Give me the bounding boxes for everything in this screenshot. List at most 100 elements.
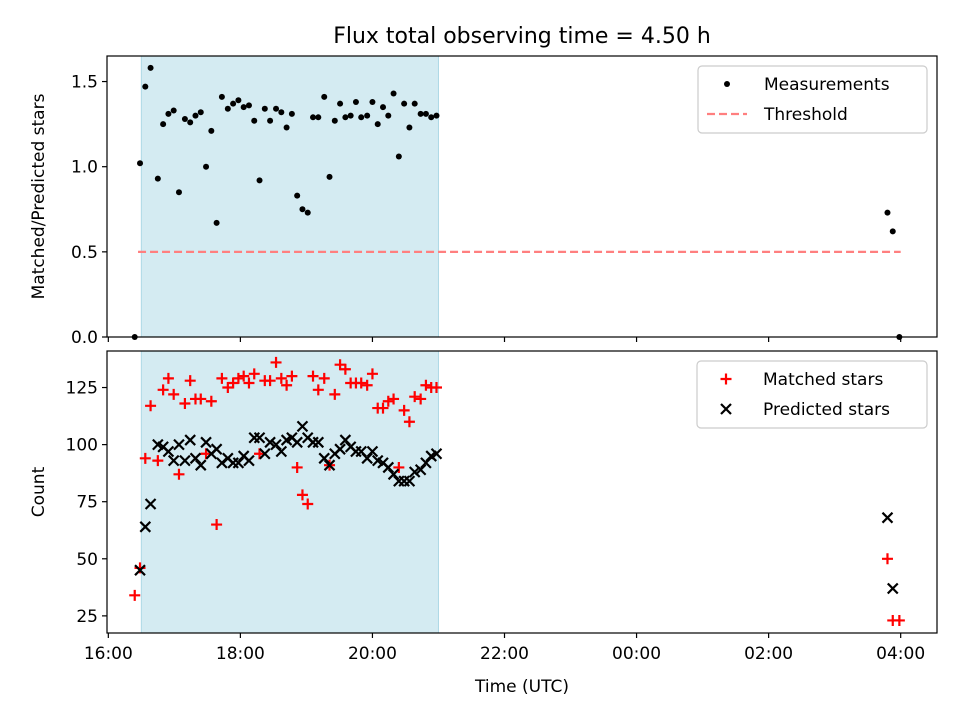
matched-star-point: [318, 372, 330, 384]
measurement-point: [197, 109, 204, 116]
measurement-point: [310, 114, 317, 121]
measurement-point: [294, 192, 301, 199]
matched-star-point: [286, 370, 298, 382]
predicted-star-point: [318, 452, 331, 465]
matched-star-point: [307, 370, 319, 382]
predicted-star-point: [184, 434, 196, 446]
measurement-point: [218, 93, 225, 100]
predicted-star-point: [162, 445, 175, 458]
y-tick-label: 50: [76, 550, 98, 570]
predicted-star-point: [259, 447, 271, 460]
predicted-star-point: [200, 436, 212, 449]
legend-label: Matched stars: [763, 370, 883, 390]
y-axis-label: Matched/Predicted stars: [29, 93, 49, 299]
measurement-point: [283, 124, 290, 131]
chart-title: Flux total observing time = 4.50 h: [333, 24, 711, 49]
predicted-star-point: [323, 459, 336, 471]
matched-star-point: [216, 372, 228, 384]
predicted-star-point: [144, 498, 157, 510]
predicted-star-point: [173, 438, 185, 451]
x-tick-label: 04:00: [876, 644, 925, 664]
predicted-star-point: [189, 452, 202, 465]
predicted-star-point: [232, 457, 245, 469]
measurement-point: [380, 104, 387, 111]
legend-label: Predicted stars: [763, 400, 890, 420]
matched-star-point: [329, 388, 341, 400]
matched-star-point: [382, 395, 394, 407]
measurement-point: [315, 114, 322, 121]
predicted-star-point: [312, 436, 325, 449]
measurement-point: [433, 112, 440, 119]
matched-star-point: [339, 363, 351, 375]
matched-star-point: [238, 370, 250, 382]
matched-star-point: [162, 372, 174, 384]
predicted-star-point: [243, 454, 255, 467]
measurement-point: [256, 177, 263, 184]
matched-star-point: [409, 391, 421, 403]
measurement-point: [181, 116, 188, 123]
measurement-point: [321, 93, 328, 100]
legend-label: Threshold: [763, 105, 848, 125]
legend-marker: [720, 373, 732, 385]
measurement-point: [240, 104, 247, 111]
predicted-star-point: [270, 438, 282, 451]
matched-star-point: [893, 614, 905, 626]
y-tick-label: 75: [76, 493, 98, 513]
measurement-point: [208, 127, 215, 134]
measurement-point: [203, 163, 210, 170]
matched-star-point: [264, 375, 276, 387]
y-tick-label: 1.0: [71, 158, 98, 178]
matched-star-point: [388, 393, 400, 405]
y-tick-label: 0.5: [71, 243, 98, 263]
measurement-point: [142, 83, 149, 90]
measurement-point: [422, 110, 429, 117]
measurement-point: [267, 117, 274, 124]
measurement-point: [224, 105, 231, 112]
measurement-point: [326, 173, 333, 180]
matched-star-point: [184, 375, 196, 387]
predicted-star-point: [403, 475, 416, 487]
predicted-star-point: [886, 582, 899, 595]
predicted-star-point: [179, 454, 191, 467]
measurement-point: [137, 160, 144, 167]
matched-star-point: [361, 379, 373, 391]
predicted-star-point: [366, 445, 379, 458]
matched-star-point: [248, 368, 260, 380]
measurement-point: [337, 100, 344, 107]
matched-star-point: [205, 395, 217, 407]
measurement-point: [160, 121, 167, 128]
matched-star-point: [129, 589, 141, 601]
x-tick-label: 18:00: [216, 644, 265, 664]
predicted-star-point: [139, 521, 152, 533]
predicted-star-point: [382, 461, 395, 474]
measurement-point: [406, 124, 413, 131]
observing-window-shade: [140, 350, 439, 634]
predicted-star-point: [253, 431, 266, 444]
matched-star-point: [195, 393, 207, 405]
x-tick-label: 20:00: [348, 644, 397, 664]
predicted-star-point: [264, 436, 276, 449]
y-tick-label: 100: [66, 436, 98, 456]
measurement-point: [369, 98, 376, 105]
x-tick-label: 16:00: [84, 644, 133, 664]
matched-star-point: [355, 377, 367, 389]
measurement-point: [170, 107, 177, 114]
legend-marker: [724, 81, 730, 87]
matched-star-point: [366, 368, 378, 380]
predicted-star-point: [296, 420, 309, 433]
matched-star-point: [179, 398, 191, 410]
measurement-point: [251, 117, 258, 124]
predicted-star-point: [414, 463, 427, 476]
y-tick-label: 125: [66, 379, 98, 399]
measurement-point: [261, 105, 268, 112]
predicted-star-point: [420, 457, 432, 469]
matched-star-point: [291, 461, 303, 473]
measurement-point: [273, 105, 280, 112]
predicted-star-point: [210, 443, 223, 455]
measurement-point: [385, 112, 392, 119]
predicted-star-point: [334, 443, 346, 455]
measurement-point: [213, 219, 220, 226]
axes-frame: [106, 55, 938, 338]
matched-star-point: [243, 377, 255, 389]
legend-marker: [720, 403, 732, 415]
